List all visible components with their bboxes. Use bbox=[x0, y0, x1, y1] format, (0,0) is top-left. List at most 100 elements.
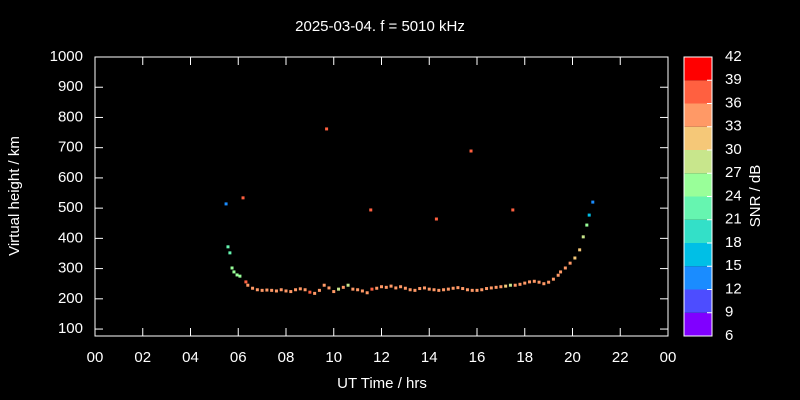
point bbox=[274, 289, 278, 293]
point bbox=[556, 273, 560, 277]
point bbox=[279, 288, 283, 292]
point bbox=[265, 288, 269, 292]
point bbox=[418, 287, 422, 291]
point bbox=[587, 213, 591, 217]
colorbar-band bbox=[684, 150, 712, 174]
y-tick-label: 600 bbox=[58, 169, 83, 186]
point bbox=[437, 288, 441, 292]
point bbox=[244, 280, 248, 284]
point bbox=[317, 288, 321, 292]
y-tick-label: 100 bbox=[58, 320, 83, 337]
x-tick-label: 06 bbox=[230, 349, 247, 366]
point bbox=[260, 288, 264, 292]
x-tick-label: 00 bbox=[87, 349, 104, 366]
point bbox=[246, 283, 250, 287]
point bbox=[446, 287, 450, 291]
point bbox=[563, 266, 567, 270]
point bbox=[513, 283, 517, 287]
point bbox=[480, 288, 484, 292]
point bbox=[322, 283, 326, 287]
colorbar-tick-label: 9 bbox=[725, 304, 733, 321]
point bbox=[370, 287, 374, 291]
x-axis-label: UT Time / hrs bbox=[337, 375, 427, 392]
point bbox=[232, 270, 236, 274]
colorbar-band bbox=[684, 219, 712, 243]
point bbox=[228, 251, 232, 255]
point bbox=[559, 270, 563, 274]
point bbox=[537, 280, 541, 284]
point bbox=[351, 287, 355, 291]
point bbox=[284, 289, 288, 293]
point bbox=[325, 127, 329, 131]
colorbar-band bbox=[684, 243, 712, 267]
point bbox=[241, 196, 245, 200]
point bbox=[432, 288, 436, 292]
x-tick-label: 16 bbox=[469, 349, 486, 366]
colorbar-band bbox=[684, 126, 712, 150]
point bbox=[523, 281, 527, 285]
point bbox=[255, 288, 259, 292]
y-tick-label: 700 bbox=[58, 139, 83, 156]
point bbox=[365, 291, 369, 295]
x-tick-label: 14 bbox=[421, 349, 438, 366]
colorbar-tick-label: 42 bbox=[725, 48, 742, 65]
point bbox=[573, 256, 577, 260]
point bbox=[380, 285, 383, 289]
point bbox=[422, 286, 426, 290]
point bbox=[356, 288, 360, 292]
point bbox=[303, 288, 307, 292]
colorbar-tick-label: 36 bbox=[725, 94, 742, 111]
x-tick-label: 00 bbox=[660, 349, 677, 366]
colorbar-tick-label: 12 bbox=[725, 280, 742, 297]
point bbox=[230, 266, 234, 270]
chart-title: 2025-03-04. f = 5010 kHz bbox=[295, 18, 465, 35]
point bbox=[532, 279, 536, 283]
point bbox=[238, 274, 242, 278]
colorbar-tick-label: 33 bbox=[725, 118, 742, 135]
point bbox=[451, 286, 455, 290]
point bbox=[384, 285, 388, 289]
point bbox=[413, 288, 417, 292]
point bbox=[469, 149, 473, 153]
point bbox=[489, 286, 493, 290]
point bbox=[298, 287, 302, 291]
colorbar-tick-label: 27 bbox=[725, 164, 742, 181]
colorbar-tick-label: 24 bbox=[725, 187, 742, 204]
x-tick-label: 08 bbox=[278, 349, 295, 366]
y-tick-label: 900 bbox=[58, 78, 83, 95]
point bbox=[494, 285, 498, 289]
point bbox=[528, 280, 532, 284]
colorbar-tick-label: 30 bbox=[725, 141, 742, 158]
point bbox=[434, 217, 438, 221]
y-tick-label: 300 bbox=[58, 260, 83, 277]
point bbox=[585, 223, 589, 227]
point bbox=[461, 287, 465, 291]
x-tick-label: 20 bbox=[564, 349, 581, 366]
point bbox=[226, 245, 230, 249]
point bbox=[332, 290, 336, 294]
point bbox=[327, 286, 331, 290]
plot-frame bbox=[94, 56, 669, 337]
point bbox=[375, 286, 379, 290]
point bbox=[508, 283, 512, 287]
point bbox=[403, 286, 407, 290]
y-tick-label: 500 bbox=[58, 199, 83, 216]
x-tick-label: 04 bbox=[182, 349, 199, 366]
point bbox=[394, 286, 398, 290]
point bbox=[308, 290, 312, 294]
point bbox=[337, 287, 341, 291]
point bbox=[504, 284, 508, 288]
colorbar-band bbox=[684, 103, 712, 127]
point bbox=[551, 277, 555, 281]
point bbox=[542, 282, 546, 286]
colorbar-band bbox=[684, 173, 712, 197]
y-axis-label: Virtual height / km bbox=[6, 136, 23, 256]
point bbox=[465, 288, 469, 292]
point bbox=[547, 280, 551, 284]
colorbar-band bbox=[684, 289, 712, 313]
point bbox=[475, 288, 479, 292]
point bbox=[389, 284, 393, 288]
colorbar-label: SNR / dB bbox=[747, 165, 764, 228]
point bbox=[485, 287, 489, 291]
